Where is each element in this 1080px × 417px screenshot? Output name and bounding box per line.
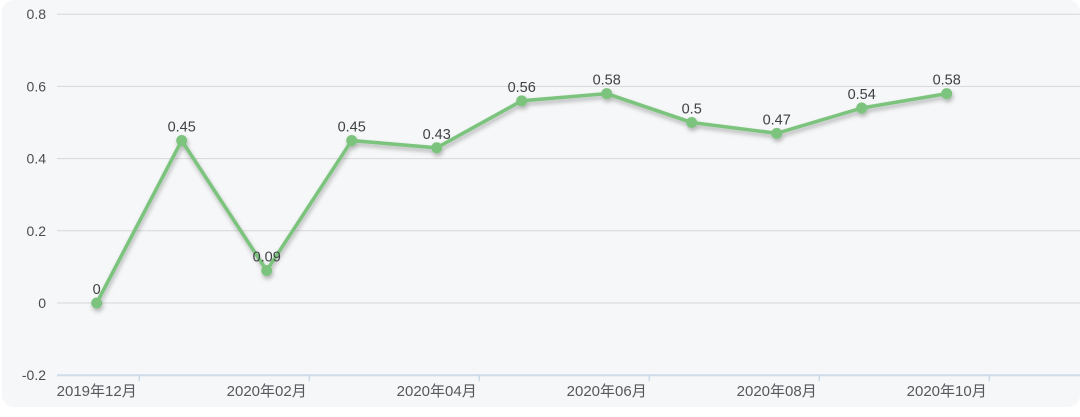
y-axis-tick-label: 0.4	[27, 151, 47, 167]
data-point-marker[interactable]	[176, 135, 188, 147]
y-axis-tick-label: 0.6	[27, 78, 47, 94]
y-axis-tick-label: 0.8	[27, 6, 47, 22]
data-point-label: 0.09	[253, 250, 281, 266]
data-point-marker[interactable]	[261, 265, 273, 277]
data-point-marker[interactable]	[346, 135, 358, 147]
data-point-marker[interactable]	[941, 88, 953, 100]
data-point-label: 0.5	[682, 102, 702, 118]
x-axis-label: 2019年12月	[57, 383, 137, 400]
x-axis-label: 2020年04月	[397, 383, 477, 400]
y-axis-tick-label: 0	[38, 295, 46, 311]
data-point-label: 0.45	[168, 120, 196, 136]
data-point-label: 0.54	[848, 87, 876, 103]
axis-layer: 0.8 0.6 0.4 0.2 0 -0.2 2019年12月 2020年02月 2020年04…	[22, 6, 990, 400]
x-axis-label: 2020年02月	[227, 383, 307, 400]
series-layer	[91, 88, 953, 309]
data-point-label: 0.45	[338, 120, 366, 136]
grid-layer	[57, 13, 1080, 377]
data-point-label: 0.58	[933, 73, 961, 89]
y-axis-tick-label: -0.2	[22, 367, 46, 383]
data-point-label: 0.43	[423, 127, 451, 143]
x-axis-label: 2020年08月	[737, 383, 817, 400]
data-point-marker[interactable]	[686, 117, 698, 128]
data-point-marker[interactable]	[91, 297, 103, 309]
data-point-label: 0	[93, 282, 101, 298]
data-point-marker[interactable]	[516, 95, 528, 107]
chart-panel	[2, 0, 1080, 407]
data-point-marker[interactable]	[601, 88, 613, 100]
x-axis-label: 2020年10月	[907, 383, 987, 400]
data-point-marker[interactable]	[431, 142, 443, 154]
line-series[interactable]	[94, 91, 949, 305]
data-point-marker[interactable]	[771, 127, 783, 139]
x-axis-label: 2020年06月	[567, 383, 647, 400]
data-point-label: 0.47	[763, 112, 791, 128]
data-point-label: 0.58	[593, 73, 621, 89]
label-layer: 0 0.45 0.09 0.45 0.43 0.56 0.58 0.5 0.47 0.54 0.58	[93, 73, 961, 298]
data-point-marker[interactable]	[856, 102, 868, 114]
y-axis-tick-label: 0.2	[27, 223, 47, 239]
data-point-label: 0.56	[508, 80, 536, 96]
